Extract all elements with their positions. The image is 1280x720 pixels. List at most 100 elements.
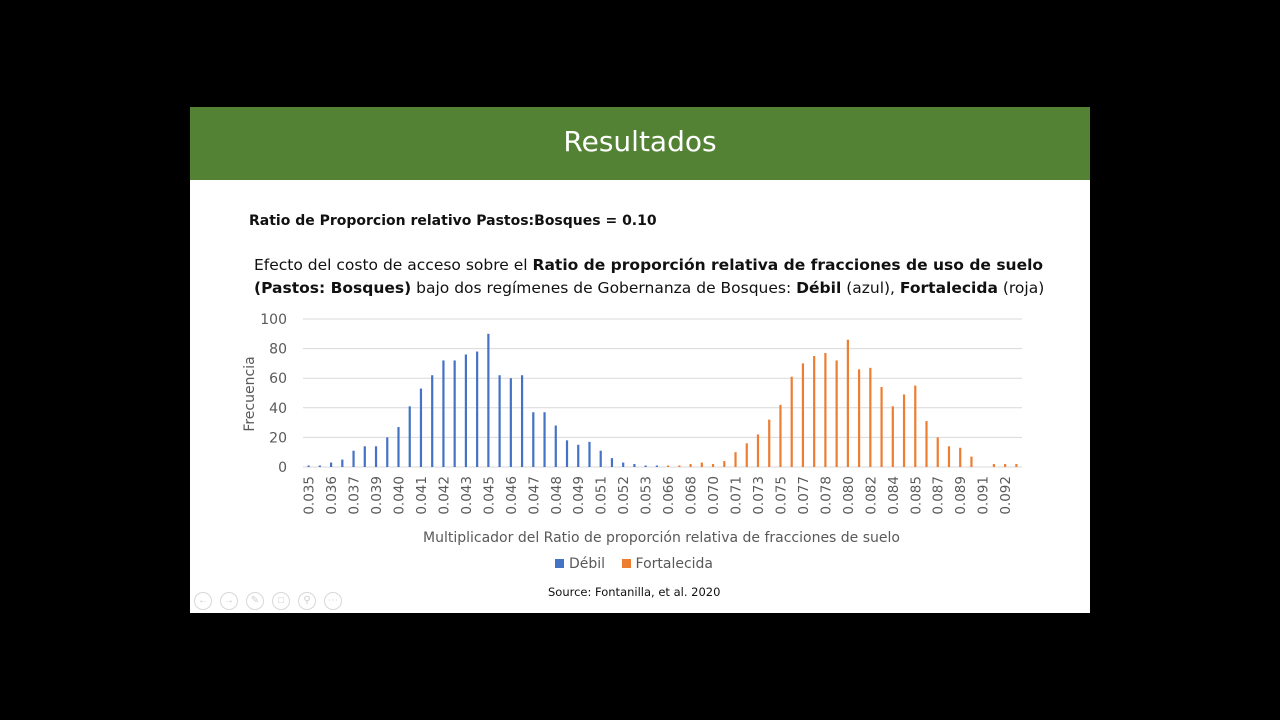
bar-fortalecida: [1004, 464, 1007, 467]
description-bold-weak: Débil: [796, 279, 842, 297]
bar-debil: [476, 351, 479, 467]
x-tick-label: 0.085: [908, 476, 924, 515]
previous-icon[interactable]: ←: [194, 592, 212, 610]
y-axis-title: Frecuencia: [242, 356, 258, 431]
description-bold-strong: Fortalecida: [899, 279, 998, 297]
y-tick-label: 60: [269, 371, 287, 387]
x-tick-label: 0.066: [661, 476, 677, 515]
description-text: (roja): [997, 279, 1045, 297]
bar-debil: [588, 441, 591, 467]
x-tick-label: 0.070: [706, 476, 722, 515]
bar-fortalecida: [700, 462, 703, 467]
bar-fortalecida: [790, 376, 793, 467]
legend-item-fortalecida: Fortalecida: [621, 556, 714, 572]
pen-icon[interactable]: ✎: [246, 592, 264, 610]
x-tick-label: 0.046: [504, 476, 520, 515]
bar-fortalecida: [813, 356, 816, 467]
bar-debil: [352, 450, 355, 467]
bar-fortalecida: [734, 452, 737, 467]
bar-fortalecida: [992, 464, 996, 467]
bar-fortalecida: [667, 465, 670, 467]
more-icon[interactable]: ⋯: [324, 592, 342, 610]
bar-debil: [610, 458, 614, 467]
bar-debil: [520, 375, 524, 467]
bar-fortalecida: [779, 404, 782, 467]
description-text: Efecto del costo de acceso sobre el: [254, 256, 533, 274]
bar-debil: [363, 446, 366, 467]
bar-debil: [644, 465, 647, 467]
x-tick-label: 0.048: [549, 476, 565, 515]
x-tick-label: 0.042: [436, 476, 452, 515]
x-tick-label: 0.047: [526, 476, 542, 515]
x-tick-label: 0.084: [886, 476, 902, 515]
x-tick-label: 0.075: [773, 476, 789, 515]
x-tick-label: 0.036: [324, 476, 340, 515]
description-text: bajo dos regímenes de Gobernanza de Bosq…: [411, 279, 797, 297]
bar-debil: [655, 465, 658, 467]
x-tick-label: 0.078: [818, 476, 834, 515]
next-icon[interactable]: →: [220, 592, 238, 610]
x-tick-label: 0.089: [953, 476, 969, 515]
slide-header: Resultados: [190, 107, 1090, 180]
bar-debil: [408, 406, 411, 467]
x-tick-label: 0.087: [931, 476, 947, 515]
x-tick-label: 0.073: [751, 476, 767, 515]
x-tick-label: 0.082: [863, 476, 879, 515]
legend-label-fortalecida: Fortalecida: [635, 556, 714, 572]
legend-swatch-debil: [555, 559, 564, 568]
x-tick-label: 0.035: [302, 476, 318, 515]
legend-item-debil: Débil: [555, 556, 605, 572]
bar-fortalecida: [925, 421, 928, 467]
bar-debil: [374, 446, 378, 467]
source-citation: Source: Fontanilla, et al. 2020: [548, 585, 721, 599]
bar-fortalecida: [902, 394, 906, 467]
description-text: (azul),: [841, 279, 900, 297]
x-axis-title: Multiplicador del Ratio de proporción re…: [423, 530, 900, 546]
x-tick-label: 0.051: [594, 476, 610, 515]
x-tick-label: 0.049: [571, 476, 587, 515]
bar-fortalecida: [678, 465, 681, 467]
legend-swatch-fortalecida: [621, 559, 631, 568]
x-tick-label: 0.040: [391, 476, 407, 515]
chart-legend: Débil Fortalecida: [555, 556, 725, 572]
bar-fortalecida: [858, 369, 861, 467]
x-tick-label: 0.071: [729, 476, 745, 515]
x-tick-label: 0.092: [998, 476, 1014, 515]
bar-debil: [554, 425, 557, 467]
bar-debil: [622, 462, 625, 467]
slide: Resultados Ratio de Proporcion relativo …: [190, 107, 1090, 613]
slideshow-controls: ← → ✎ □ ⚲ ⋯: [194, 590, 350, 610]
x-tick-label: 0.091: [976, 476, 992, 515]
description-bold-ratio: Ratio de proporción relativa de fraccion…: [254, 256, 1044, 297]
x-tick-label: 0.053: [639, 476, 655, 515]
bar-fortalecida: [846, 339, 849, 467]
bar-debil: [464, 354, 467, 467]
bar-fortalecida: [936, 437, 939, 467]
bar-debil: [565, 440, 569, 467]
bar-fortalecida: [1015, 464, 1018, 467]
y-tick-label: 80: [269, 342, 287, 358]
x-tick-label: 0.039: [369, 476, 385, 515]
bar-debil: [498, 375, 501, 467]
bar-debil: [386, 437, 389, 467]
bar-debil: [633, 464, 636, 467]
histogram-chart: 0 20 40 60 80 100 0.035 0.036 0.037 0.039 0.040 0.0…: [242, 312, 1022, 546]
bar-fortalecida: [959, 447, 962, 467]
y-tick-label: 100: [260, 312, 287, 328]
x-tick-label: 0.041: [414, 476, 430, 515]
zoom-icon[interactable]: ⚲: [298, 592, 316, 610]
x-tick-label: 0.043: [459, 476, 475, 515]
bar-fortalecida: [711, 464, 715, 467]
x-tick-label: 0.077: [796, 476, 812, 515]
bar-fortalecida: [970, 456, 973, 467]
bar-fortalecida: [947, 446, 951, 467]
bar-debil: [509, 378, 512, 467]
bar-debil: [577, 444, 580, 467]
bar-debil: [532, 412, 535, 467]
bar-debil: [599, 450, 602, 467]
slides-icon[interactable]: □: [272, 592, 290, 610]
bar-debil: [442, 360, 445, 467]
x-tick-label: 0.080: [841, 476, 857, 515]
bar-debil: [307, 465, 310, 467]
legend-label-debil: Débil: [569, 556, 606, 572]
